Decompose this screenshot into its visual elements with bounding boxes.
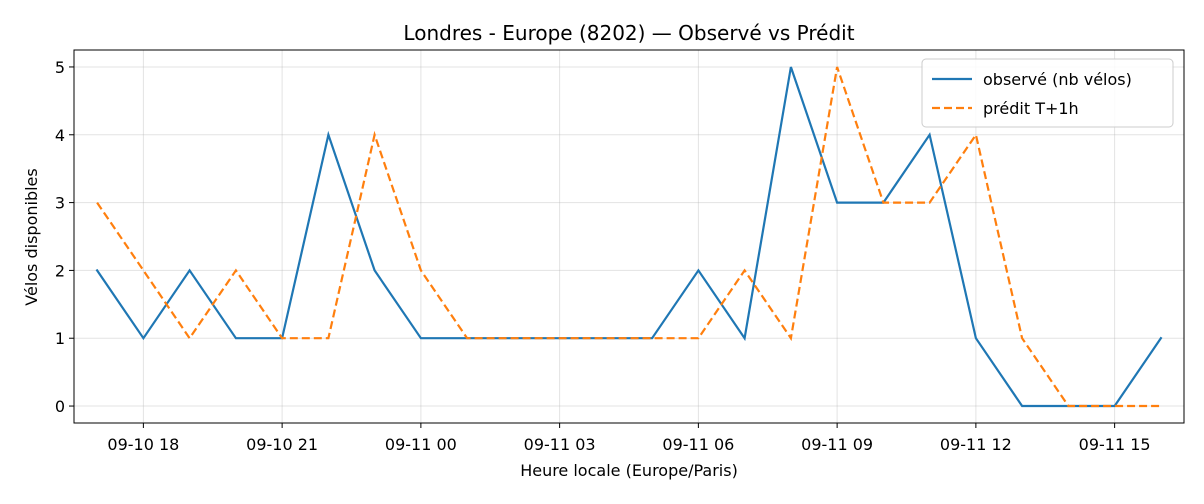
x-tick-label: 09-10 21	[246, 435, 318, 454]
y-axis-label: Vélos disponibles	[22, 168, 41, 305]
x-tick-label: 09-11 00	[385, 435, 457, 454]
y-tick-label: 5	[55, 58, 65, 77]
x-tick-label: 09-11 12	[940, 435, 1012, 454]
series	[95, 66, 1163, 408]
legend-label-observed: observé (nb vélos)	[983, 70, 1132, 89]
series-line-predicted	[96, 66, 1161, 408]
legend-box	[921, 58, 1174, 128]
x-tick-label: 09-11 15	[1079, 435, 1151, 454]
y-tick-label: 4	[55, 126, 65, 145]
y-tick-label: 0	[55, 397, 65, 416]
plot-frame	[73, 49, 1185, 424]
y-tick-label: 1	[55, 329, 65, 348]
x-axis-label: Heure locale (Europe/Paris)	[520, 461, 738, 480]
chart-title: Londres - Europe (8202) — Observé vs Pré…	[403, 21, 854, 45]
y-tick-label: 3	[55, 194, 65, 213]
legend: observé (nb vélos) prédit T+1h	[921, 58, 1174, 128]
x-tick-label: 09-11 06	[662, 435, 734, 454]
x-tick-label: 09-11 09	[801, 435, 873, 454]
x-tick-label: 09-10 18	[107, 435, 179, 454]
series-line-observed	[95, 66, 1163, 408]
ticks: 0 1 2 3 4 5 09-10 18 09-10 21 09-11 00 09-11 03 09…	[55, 58, 1151, 454]
legend-label-predicted: prédit T+1h	[983, 99, 1079, 118]
x-tick-label: 09-11 03	[524, 435, 596, 454]
grid	[74, 50, 1184, 423]
y-tick-label: 2	[55, 261, 65, 280]
